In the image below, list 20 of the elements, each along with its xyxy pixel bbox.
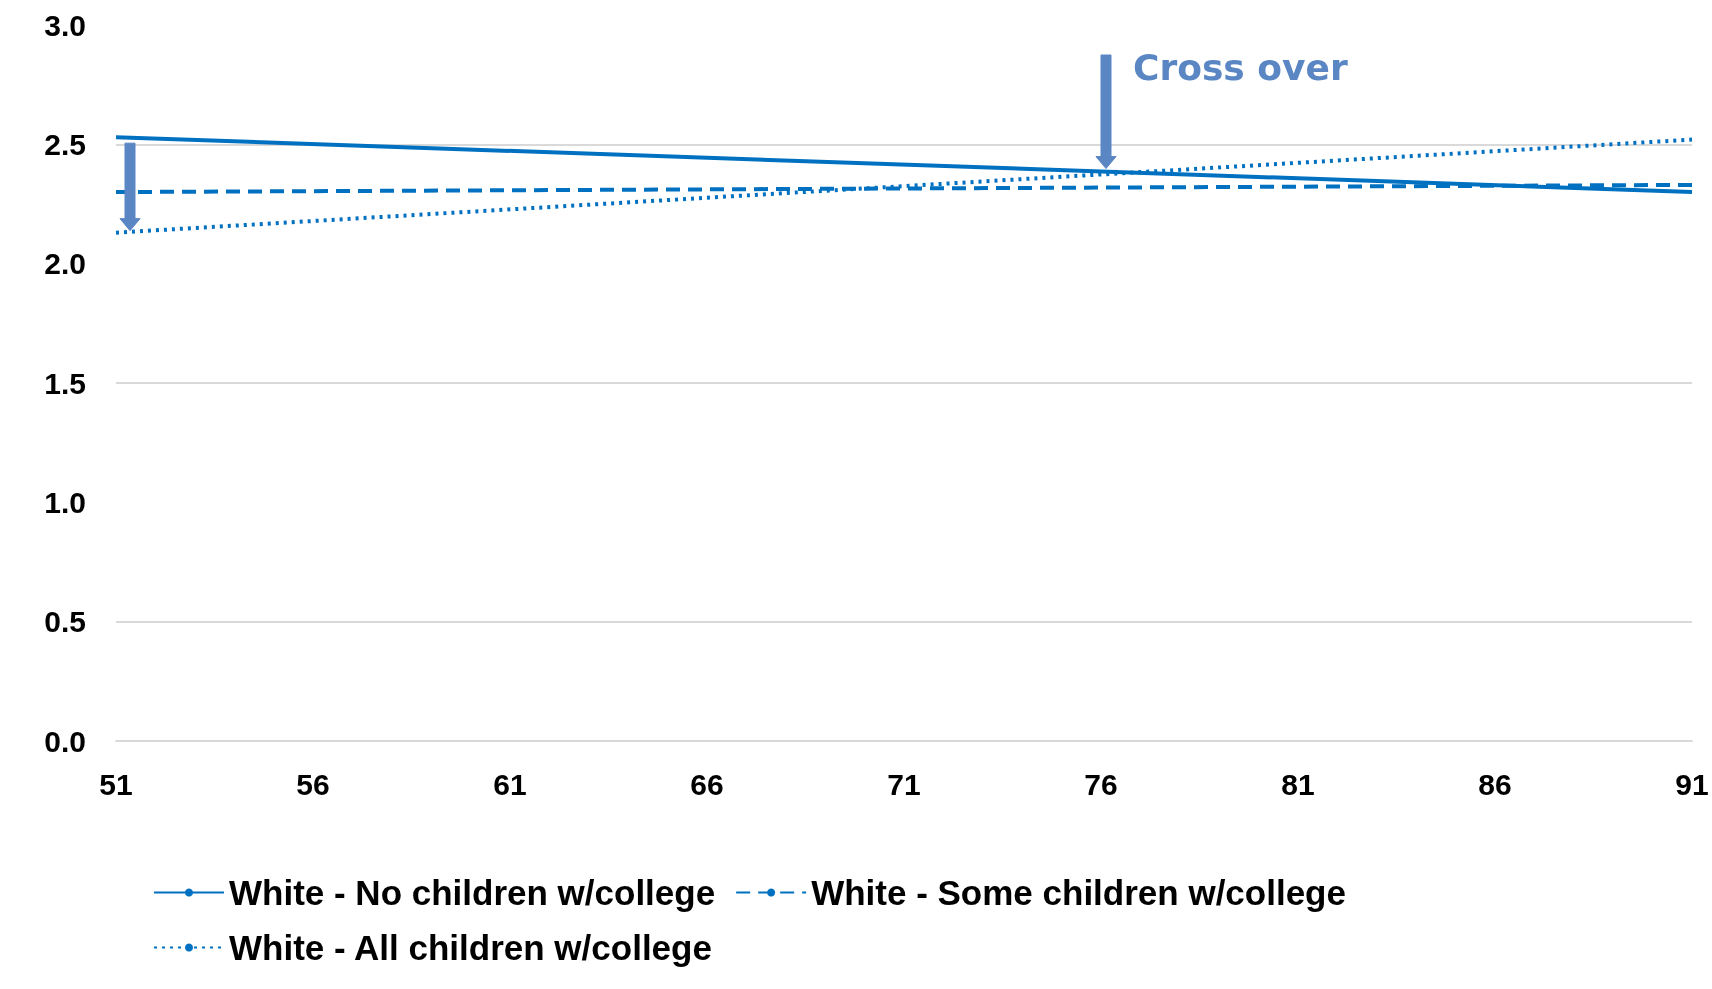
y-tick-label: 0.0 <box>44 724 86 758</box>
y-tick-label: 0.5 <box>44 605 86 639</box>
x-tick-label: 51 <box>99 767 133 801</box>
x-tick-label: 86 <box>1478 767 1512 801</box>
legend-label: White - Some children w/college <box>811 873 1346 912</box>
y-tick-label: 2.5 <box>44 127 86 161</box>
legend-label: White - All children w/college <box>229 928 712 967</box>
x-tick-label: 56 <box>296 767 330 801</box>
y-tick-label: 3.0 <box>44 8 86 42</box>
x-tick-label: 81 <box>1281 767 1315 801</box>
legend-label: White - No children w/college <box>229 873 716 912</box>
x-tick-label: 76 <box>1084 767 1118 801</box>
y-tick-label: 1.0 <box>44 485 86 519</box>
y-tick-label: 2.0 <box>44 247 86 281</box>
x-tick-label: 71 <box>887 767 921 801</box>
y-tick-label: 1.5 <box>44 366 86 400</box>
x-tick-label: 66 <box>690 767 724 801</box>
annotation: Cross over <box>1133 47 1348 88</box>
x-tick-label: 61 <box>493 767 527 801</box>
x-tick-label: 91 <box>1675 767 1709 801</box>
